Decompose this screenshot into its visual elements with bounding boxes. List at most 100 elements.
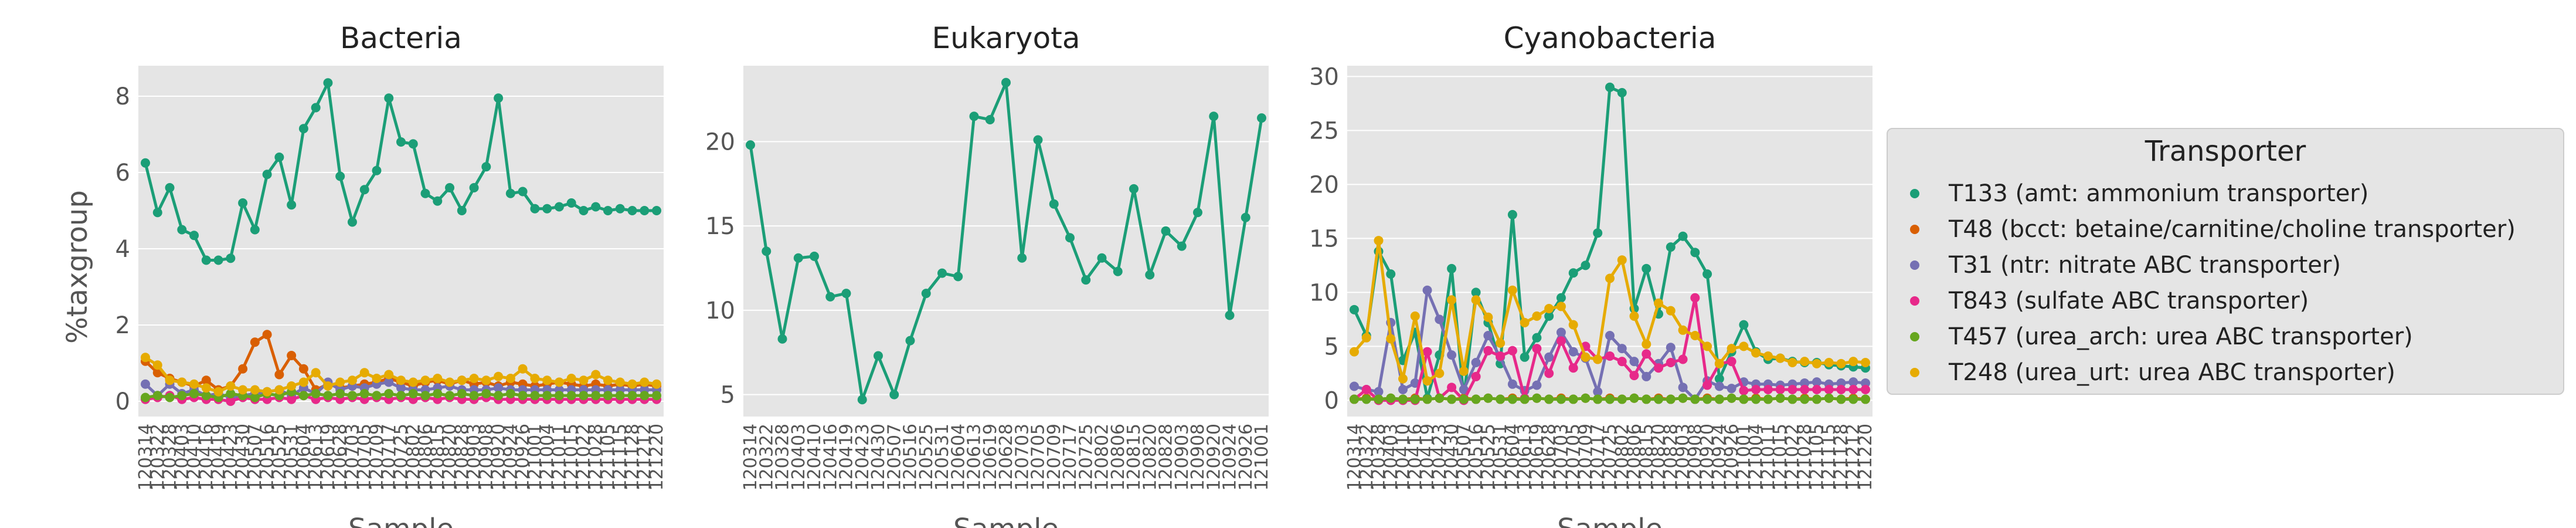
x-tick-label: 120903 (1172, 424, 1192, 491)
data-point (287, 200, 297, 210)
data-point (469, 391, 479, 401)
data-point (1520, 352, 1530, 362)
data-point (469, 183, 479, 192)
x-tick-label: 121105 (598, 424, 618, 491)
x-tick-label: 120908 (1188, 424, 1208, 491)
data-point (1702, 380, 1712, 390)
data-point (1374, 387, 1384, 397)
legend-marker (1910, 296, 1919, 306)
data-point (518, 187, 528, 197)
data-point (603, 375, 613, 385)
data-point (141, 353, 150, 363)
data-point (1678, 231, 1688, 241)
data-point (1568, 268, 1578, 278)
data-point (287, 394, 297, 404)
data-point (1447, 350, 1457, 360)
data-point (384, 389, 394, 398)
y-tick-label: 10 (1309, 279, 1339, 306)
legend-item-t31: T31 (ntr: nitrate ABC transporter) (1910, 248, 2341, 283)
data-point (1496, 351, 1506, 361)
data-point (1520, 394, 1530, 404)
data-point (1666, 394, 1676, 404)
data-point (1193, 208, 1202, 218)
data-point (335, 389, 345, 398)
data-point (1605, 394, 1615, 404)
x-tick-label: 121220 (1855, 424, 1876, 491)
data-point (615, 377, 625, 387)
y-tick-label: 15 (705, 213, 735, 240)
data-point (1605, 273, 1615, 283)
data-point (1629, 311, 1639, 321)
data-point (1617, 357, 1627, 367)
x-tick-label: 120419 (209, 424, 229, 491)
data-point (274, 385, 284, 395)
data-point (1386, 269, 1396, 279)
data-point (347, 375, 357, 385)
data-point (1848, 357, 1858, 367)
x-tick-label: 120416 (820, 424, 841, 491)
data-point (1775, 393, 1785, 403)
data-point (1593, 387, 1603, 397)
data-point (1775, 385, 1785, 394)
x-tick-label: 120705 (355, 424, 375, 491)
data-point (1739, 385, 1749, 395)
x-axis-label: Sample (1557, 513, 1663, 528)
legend-label: T133 (amt: ammonium transporter) (1949, 180, 2369, 207)
data-point (1751, 348, 1761, 358)
data-point (874, 351, 883, 361)
data-point (201, 391, 211, 401)
data-point (603, 391, 613, 401)
data-point (1532, 380, 1542, 390)
x-tick-label: 120619 (980, 424, 1001, 491)
data-point (1447, 394, 1457, 404)
x-tick-label: 120403 (789, 424, 809, 491)
data-point (1861, 394, 1870, 404)
data-point (201, 255, 211, 265)
data-point (1727, 344, 1736, 354)
x-tick-label: 120516 (257, 424, 278, 491)
data-point (1177, 241, 1187, 251)
panel-cyanobacteria: 0510152025301203141203221203281204031204… (1309, 21, 1876, 528)
data-point (445, 391, 455, 401)
x-tick-label: 120828 (1156, 424, 1177, 491)
data-point (481, 375, 491, 385)
data-point (323, 78, 333, 88)
x-tick-label: 120828 (452, 424, 473, 491)
data-point (985, 115, 995, 124)
x-tick-label: 121115 (1819, 424, 1840, 491)
data-point (1702, 269, 1712, 279)
data-point (359, 185, 369, 195)
data-point (810, 251, 819, 261)
x-tick-label: 121004 (1746, 424, 1766, 491)
x-tick-label: 120802 (1612, 424, 1633, 491)
data-point (226, 389, 236, 398)
data-point (566, 391, 576, 401)
legend: Transporter T133 (amt: ammonium transpor… (1887, 128, 2564, 395)
data-point (603, 206, 613, 215)
x-tick-label: 120924 (501, 424, 521, 491)
data-point (1605, 351, 1615, 361)
data-point (1257, 113, 1266, 123)
x-tick-label: 120802 (1092, 424, 1113, 491)
x-tick-label: 120815 (1636, 424, 1657, 491)
plot-area (138, 66, 664, 417)
data-point (1374, 236, 1384, 246)
x-tick-label: 120525 (269, 424, 290, 491)
data-point (250, 225, 260, 235)
data-point (591, 391, 601, 401)
data-point (311, 103, 321, 113)
x-tick-label: 120430 (233, 424, 253, 491)
series-t248 (1350, 236, 1870, 386)
data-point (1763, 385, 1773, 394)
x-tick-label: 120725 (391, 424, 412, 491)
data-point (1654, 363, 1664, 373)
data-point (1654, 298, 1664, 308)
data-point (1556, 394, 1566, 404)
data-point (1081, 275, 1091, 285)
data-point (1666, 306, 1676, 316)
data-point (1001, 77, 1011, 87)
data-point (274, 370, 284, 380)
data-point (1787, 358, 1797, 367)
data-point (1422, 347, 1432, 357)
data-point (1714, 358, 1724, 368)
